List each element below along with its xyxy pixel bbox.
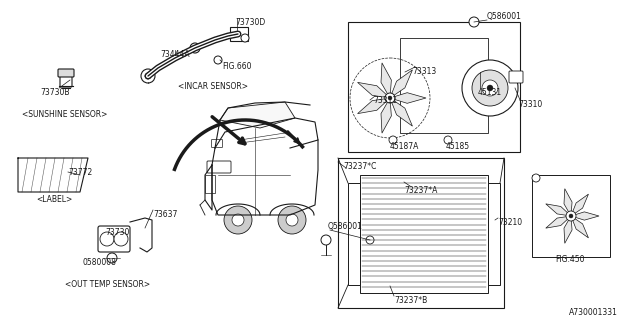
- Text: 73313: 73313: [412, 67, 436, 76]
- Polygon shape: [564, 189, 572, 216]
- Circle shape: [278, 206, 306, 234]
- FancyBboxPatch shape: [58, 69, 74, 77]
- Text: 45131: 45131: [478, 88, 502, 97]
- Text: FIG.660: FIG.660: [222, 62, 252, 71]
- Circle shape: [366, 236, 374, 244]
- Polygon shape: [546, 216, 571, 228]
- Circle shape: [566, 211, 576, 221]
- Circle shape: [232, 214, 244, 226]
- Polygon shape: [358, 98, 390, 114]
- Text: 73237*A: 73237*A: [404, 186, 437, 195]
- Text: 73444A: 73444A: [160, 50, 190, 59]
- Circle shape: [100, 232, 114, 246]
- Text: 73730B: 73730B: [40, 88, 70, 97]
- Bar: [348, 22, 520, 152]
- Circle shape: [385, 93, 395, 103]
- Text: 73237*B: 73237*B: [394, 296, 428, 305]
- Text: 73772: 73772: [68, 168, 92, 177]
- Polygon shape: [571, 194, 588, 216]
- Text: <INCAR SENSOR>: <INCAR SENSOR>: [178, 82, 248, 91]
- Circle shape: [107, 253, 117, 263]
- FancyBboxPatch shape: [509, 71, 523, 83]
- Circle shape: [145, 73, 151, 79]
- FancyBboxPatch shape: [211, 140, 223, 148]
- Circle shape: [388, 96, 392, 100]
- Text: 0580008: 0580008: [82, 258, 116, 267]
- Polygon shape: [381, 63, 391, 98]
- Circle shape: [482, 80, 498, 96]
- Circle shape: [569, 214, 573, 218]
- Polygon shape: [358, 82, 390, 98]
- Bar: [338, 158, 504, 308]
- FancyBboxPatch shape: [207, 161, 231, 173]
- FancyBboxPatch shape: [60, 73, 72, 87]
- Circle shape: [532, 174, 540, 182]
- Circle shape: [472, 70, 508, 106]
- Circle shape: [286, 214, 298, 226]
- Text: A730001331: A730001331: [569, 308, 618, 317]
- Polygon shape: [381, 98, 391, 133]
- Circle shape: [141, 69, 155, 83]
- Polygon shape: [390, 70, 412, 98]
- Text: 73730D: 73730D: [235, 18, 265, 27]
- Circle shape: [321, 235, 331, 245]
- Text: 73730: 73730: [105, 228, 129, 237]
- Circle shape: [224, 206, 252, 234]
- Circle shape: [114, 232, 128, 246]
- FancyBboxPatch shape: [230, 27, 248, 41]
- Polygon shape: [390, 93, 426, 103]
- Text: <LABEL>: <LABEL>: [36, 195, 72, 204]
- Polygon shape: [220, 102, 295, 128]
- Circle shape: [444, 136, 452, 144]
- FancyBboxPatch shape: [98, 226, 130, 252]
- Circle shape: [214, 56, 222, 64]
- Text: 73637: 73637: [153, 210, 177, 219]
- Bar: [348, 183, 360, 285]
- Polygon shape: [571, 212, 599, 220]
- Bar: [360, 175, 488, 293]
- Polygon shape: [390, 98, 412, 126]
- Bar: [205, 175, 215, 193]
- Bar: [488, 183, 500, 285]
- Text: 73237*C: 73237*C: [343, 162, 376, 171]
- Text: 73210: 73210: [498, 218, 522, 227]
- Text: <OUT TEMP SENSOR>: <OUT TEMP SENSOR>: [65, 280, 150, 289]
- Circle shape: [487, 85, 493, 91]
- Bar: [532, 175, 610, 257]
- Bar: [400, 38, 488, 133]
- Text: <SUNSHINE SENSOR>: <SUNSHINE SENSOR>: [22, 110, 108, 119]
- Text: 73311: 73311: [373, 96, 397, 105]
- Text: Q586001: Q586001: [487, 12, 522, 21]
- Circle shape: [190, 43, 200, 53]
- Text: FIG.450: FIG.450: [556, 255, 585, 264]
- Text: 73310: 73310: [518, 100, 542, 109]
- Circle shape: [389, 136, 397, 144]
- Circle shape: [462, 60, 518, 116]
- Polygon shape: [546, 204, 571, 216]
- Circle shape: [469, 17, 479, 27]
- Text: 45187A: 45187A: [390, 142, 419, 151]
- Circle shape: [241, 34, 249, 42]
- Polygon shape: [571, 216, 588, 238]
- Polygon shape: [564, 216, 572, 243]
- Text: 45185: 45185: [446, 142, 470, 151]
- Text: Q586001: Q586001: [328, 222, 363, 231]
